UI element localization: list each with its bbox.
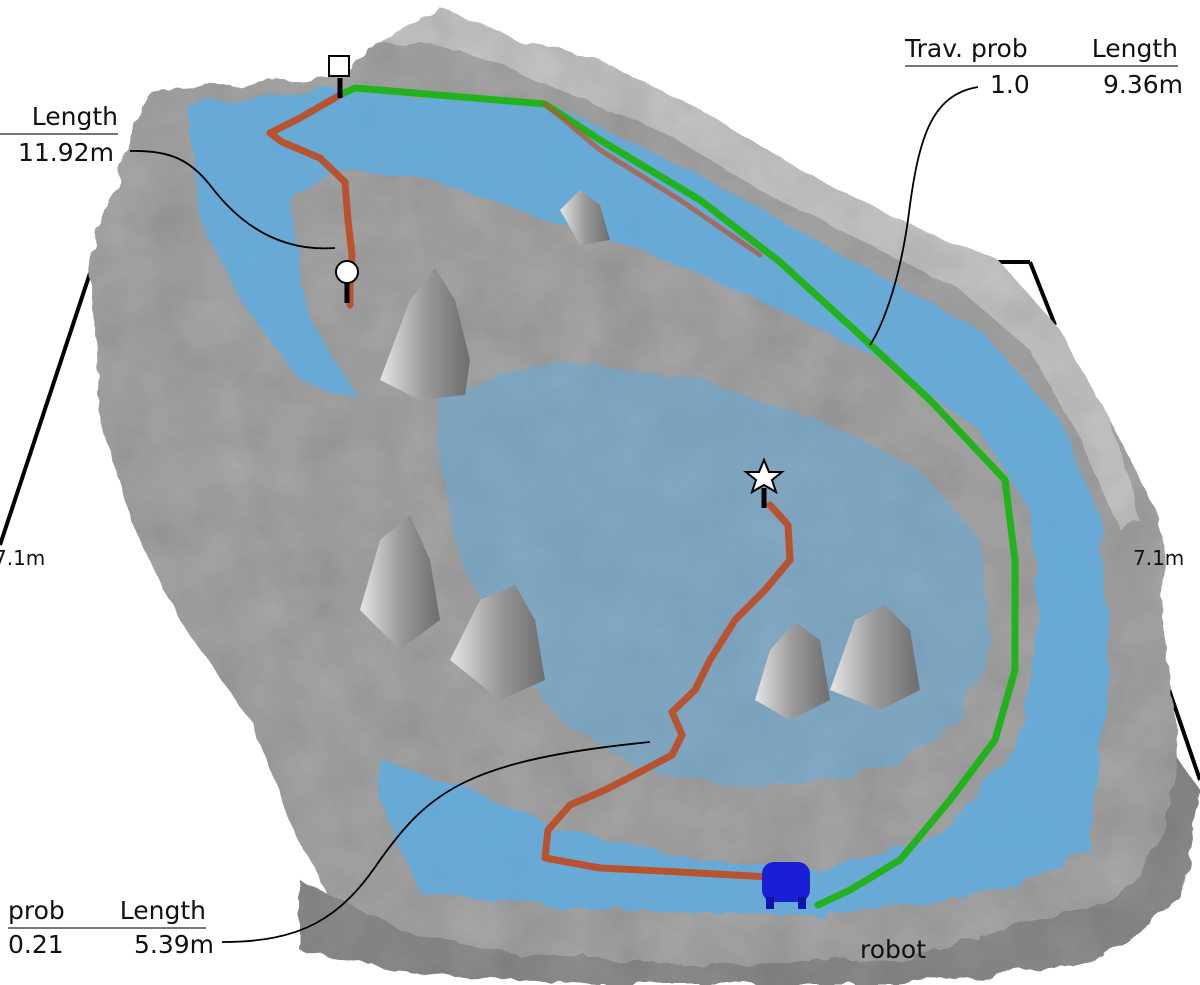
star-goal-icon [743,457,785,508]
length-header: Length [31,102,118,131]
trav-prob-value: 1.0 [990,70,1030,99]
length-header: Length [119,896,206,925]
length-value: 11.92m [18,138,114,167]
terrain-peaks [360,190,920,720]
robot-label: robot [860,935,926,964]
length-header: Length [1091,34,1178,63]
leader-top-right [869,86,979,346]
annotation-top-left-header: Length [0,104,118,135]
length-value: 9.36m [1102,70,1183,99]
path-green [336,84,1019,909]
trav-prob-value: 0.21 [8,930,64,959]
path-red-ridge [542,101,763,258]
path-red-center [541,501,794,881]
dimension-right: 7.1m [1133,546,1185,570]
circle-goal-icon [335,260,359,303]
leader-lines [129,86,979,943]
annotation-top-right-values: 1.0 9.36m [990,72,1183,97]
length-value: 5.39m [133,930,214,959]
leader-top-left [129,150,336,250]
trav-prob-header: Trav. prob [905,34,1028,63]
trav-prob-header: prob [8,896,65,925]
annotation-top-right-header: Trav. prob Length [905,36,1178,67]
annotation-top-left-values: 11.92m [18,140,130,165]
paths [266,84,1019,909]
annotation-bottom-left-values: 0.21 5.39m [8,932,214,957]
leader-bottom-left [221,741,651,943]
annotation-bottom-left-header: prob Length [8,898,206,929]
square-goal-icon [328,55,350,98]
dimension-left: 7.1m [0,546,46,570]
robot-icon [762,862,810,909]
